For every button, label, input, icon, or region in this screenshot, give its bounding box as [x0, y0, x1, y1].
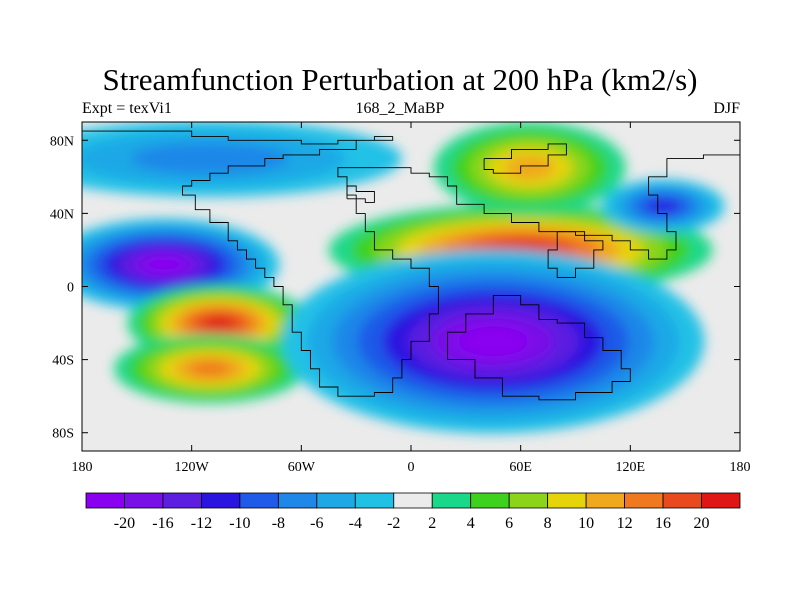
feature-arctic-high — [433, 122, 626, 214]
colorbar-swatch — [624, 492, 664, 509]
colorbar-label: 10 — [578, 515, 594, 532]
season-label: DJF — [713, 100, 740, 117]
field-layer — [82, 122, 725, 434]
coastline-2 — [337, 154, 740, 260]
coastline-3 — [447, 295, 631, 401]
y-tick-label: 80S — [52, 427, 74, 442]
coastline-4 — [483, 143, 567, 174]
x-tick-label: 180 — [730, 460, 751, 475]
colorbar-label: -10 — [229, 515, 250, 532]
colorbar-swatch — [162, 492, 202, 509]
colorbar-swatch — [354, 492, 395, 509]
contour-fill — [188, 361, 231, 377]
colorbar-swatch — [547, 492, 587, 509]
contour-fill — [130, 142, 289, 175]
colorbar-swatch — [201, 492, 241, 509]
colorbar-label: -4 — [349, 515, 362, 532]
colorbar-label: 16 — [655, 515, 671, 532]
colorbar: -20 -16 -12 -10 -8 -6 -4 -2 2 4 6 8 10 12 16 20 — [85, 492, 741, 532]
x-tick-label: 60E — [509, 460, 532, 475]
colorbar-swatch — [431, 492, 472, 509]
coastline-1 — [255, 213, 439, 397]
colorbar-label: -16 — [152, 515, 173, 532]
colorbar-label: -2 — [387, 515, 400, 532]
colorbar-swatch — [585, 492, 625, 509]
feature-southern-low — [282, 249, 705, 434]
colorbar-label: 20 — [694, 515, 710, 532]
colorbar-label: -6 — [310, 515, 323, 532]
colorbar-label: -20 — [114, 515, 135, 532]
colorbar-label: 2 — [428, 515, 436, 532]
colorbar-label: 8 — [544, 515, 552, 532]
feature-ne-pacific-low — [601, 179, 725, 233]
case-label: 168_2_MaBP — [355, 100, 445, 117]
colorbar-swatch — [277, 492, 318, 509]
x-tick-label: 60W — [288, 460, 316, 475]
y-tick-label: 40S — [52, 354, 74, 369]
colorbar-swatch — [124, 492, 164, 509]
colorbar-swatch — [316, 492, 356, 509]
colorbar-swatch — [393, 492, 433, 509]
colorbar-swatch — [701, 492, 741, 509]
contour-fill — [458, 325, 529, 357]
y-tick-label: 80N — [50, 134, 74, 149]
y-tick-label: 0 — [67, 281, 74, 296]
contour-fill — [145, 256, 184, 273]
contour-fill — [504, 155, 555, 180]
chart-title: Streamfunction Perturbation at 200 hPa (… — [102, 62, 698, 97]
x-tick-label: 180 — [72, 460, 93, 475]
experiment-label: Expt = texVi1 — [82, 100, 172, 117]
coastline-layer — [82, 130, 740, 401]
feature-n-atlantic-low — [82, 122, 402, 197]
colorbar-swatch — [508, 492, 549, 509]
colorbar-label: 12 — [617, 515, 633, 532]
coastline-6 — [547, 231, 604, 278]
colorbar-label: 4 — [467, 515, 475, 532]
x-tick-label: 120E — [616, 460, 646, 475]
coastline-0 — [82, 130, 394, 269]
colorbar-swatch — [239, 492, 279, 509]
colorbar-label: -12 — [191, 515, 212, 532]
colorbar-swatch — [85, 492, 125, 509]
x-tick-label: 0 — [408, 460, 415, 475]
coastline-5 — [346, 185, 375, 203]
contour-fill — [203, 316, 235, 330]
axis-layer: 180 120W 60W 0 60E 120E 180 80N 40N 0 40S 80S — [50, 122, 751, 475]
colorbar-swatch — [470, 492, 510, 509]
colorbar-label: -8 — [272, 515, 285, 532]
colorbar-label: 6 — [505, 515, 513, 532]
colorbar-swatch — [662, 492, 702, 509]
contour-fill — [647, 199, 680, 214]
y-tick-label: 40N — [50, 207, 74, 222]
x-tick-label: 120W — [175, 460, 210, 475]
feature-s-pacific-high-2 — [113, 334, 306, 404]
